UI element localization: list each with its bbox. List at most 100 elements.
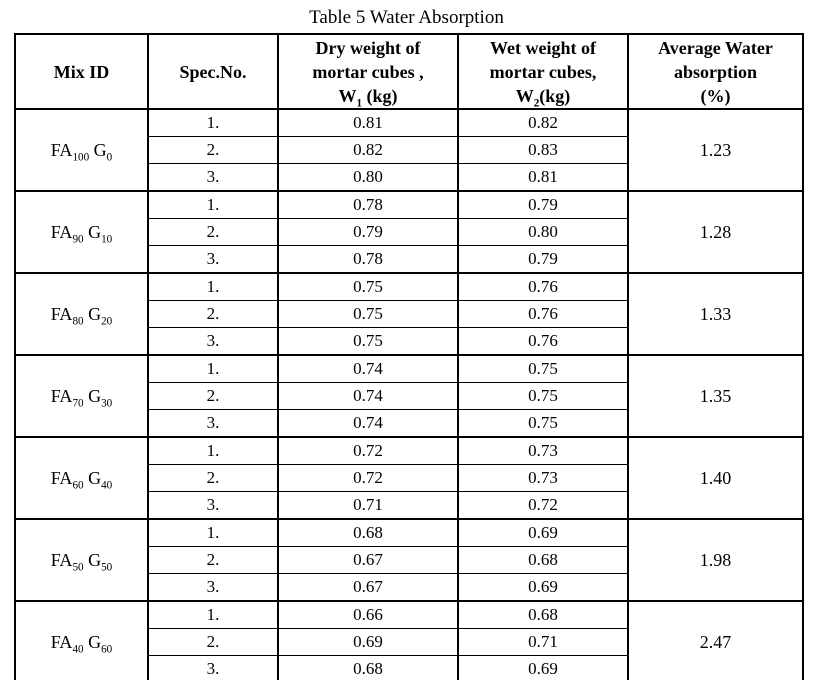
dry-weight-cell: 0.79 xyxy=(277,218,459,246)
spec-no-cell: 3. xyxy=(147,655,279,680)
header-dry-line2: mortar cubes , xyxy=(312,61,424,82)
spec-no-cell: 1. xyxy=(147,518,279,547)
dry-weight-cell: 0.66 xyxy=(277,600,459,629)
table-row: 2. 0.72 0.73 xyxy=(15,464,803,492)
table-row: 3. 0.74 0.75 xyxy=(15,409,803,438)
header-row: Mix ID Spec.No. Dry weight of mortar cub… xyxy=(14,33,804,110)
table-row: FA70 G30 1. 0.74 0.75 1.35 xyxy=(14,354,804,438)
wet-weight-cell: 0.82 xyxy=(457,108,629,137)
dry-weight-cell: 0.75 xyxy=(277,327,459,356)
wet-weight-cell: 0.72 xyxy=(457,491,629,520)
wet-weight-cell: 0.69 xyxy=(457,655,629,680)
header-wet-line1: Wet weight of xyxy=(490,37,596,58)
spec-no-cell: 3. xyxy=(147,327,279,356)
header-avg-line3: (%) xyxy=(700,85,731,106)
wet-weight-cell: 0.68 xyxy=(457,546,629,574)
avg-absorption-cell: 1.35 xyxy=(627,354,804,438)
dry-weight-cell: 0.74 xyxy=(277,409,459,438)
header-mix-id-label: Mix ID xyxy=(53,61,110,82)
spec-no-cell: 2. xyxy=(147,300,279,328)
header-spec-no-label: Spec.No. xyxy=(179,61,247,82)
table-row: FA50 G50 1. 0.68 0.69 1.98 xyxy=(14,518,804,602)
spec-no-cell: 3. xyxy=(147,409,279,438)
header-spec-no: Spec.No. xyxy=(147,33,279,110)
header-dry-line3: W1 (kg) xyxy=(338,85,398,110)
table-row: FA100 G0 1. 0.81 0.82 1.23 xyxy=(14,108,804,192)
wet-weight-cell: 0.69 xyxy=(457,518,629,547)
dry-weight-cell: 0.75 xyxy=(277,300,459,328)
table-row: 2. 0.79 0.80 xyxy=(15,218,803,246)
spec-no-cell: 2. xyxy=(147,464,279,492)
wet-weight-cell: 0.79 xyxy=(457,190,629,219)
spec-no-cell: 3. xyxy=(147,491,279,520)
header-mix-id: Mix ID xyxy=(14,33,149,110)
wet-weight-cell: 0.80 xyxy=(457,218,629,246)
spec-no-cell: 2. xyxy=(147,218,279,246)
avg-absorption-cell: 2.47 xyxy=(627,600,804,680)
header-dry-weight: Dry weight of mortar cubes , W1 (kg) xyxy=(277,33,459,110)
header-avg-line2: absorption xyxy=(673,61,758,82)
dry-weight-cell: 0.74 xyxy=(277,382,459,410)
header-wet-weight: Wet weight of mortar cubes, W2(kg) xyxy=(457,33,629,110)
table-row: FA60 G40 1. 0.72 0.73 1.40 xyxy=(14,436,804,520)
header-avg-line1: Average Water xyxy=(658,37,773,58)
mix-id-cell: FA50 G50 xyxy=(14,518,149,602)
table-row: FA80 G20 1. 0.75 0.76 1.33 xyxy=(14,272,804,356)
table-row: 3. 0.68 0.69 xyxy=(15,655,803,680)
wet-weight-cell: 0.81 xyxy=(457,163,629,192)
dry-weight-cell: 0.67 xyxy=(277,546,459,574)
spec-no-cell: 1. xyxy=(147,436,279,465)
wet-weight-cell: 0.71 xyxy=(457,628,629,656)
wet-weight-cell: 0.76 xyxy=(457,300,629,328)
dry-weight-cell: 0.74 xyxy=(277,354,459,383)
wet-weight-cell: 0.75 xyxy=(457,409,629,438)
table-row: 2. 0.75 0.76 xyxy=(15,300,803,328)
table-row: 3. 0.78 0.79 xyxy=(15,245,803,274)
wet-weight-cell: 0.83 xyxy=(457,136,629,164)
dry-weight-cell: 0.72 xyxy=(277,436,459,465)
header-wet-line3: W2(kg) xyxy=(515,85,571,110)
table-row: 3. 0.71 0.72 xyxy=(15,491,803,520)
spec-no-cell: 3. xyxy=(147,163,279,192)
avg-absorption-cell: 1.33 xyxy=(627,272,804,356)
mix-id-cell: FA100 G0 xyxy=(14,108,149,192)
dry-weight-cell: 0.78 xyxy=(277,190,459,219)
table-row: 2. 0.67 0.68 xyxy=(15,546,803,574)
mix-id-cell: FA90 G10 xyxy=(14,190,149,274)
wet-weight-cell: 0.73 xyxy=(457,464,629,492)
spec-no-cell: 2. xyxy=(147,136,279,164)
table-row: 3. 0.80 0.81 xyxy=(15,163,803,192)
header-avg-absorption: Average Water absorption (%) xyxy=(627,33,804,110)
avg-absorption-cell: 1.40 xyxy=(627,436,804,520)
wet-weight-cell: 0.76 xyxy=(457,272,629,301)
spec-no-cell: 2. xyxy=(147,546,279,574)
dry-weight-cell: 0.68 xyxy=(277,518,459,547)
spec-no-cell: 1. xyxy=(147,108,279,137)
wet-weight-cell: 0.75 xyxy=(457,354,629,383)
dry-weight-cell: 0.78 xyxy=(277,245,459,274)
dry-weight-cell: 0.68 xyxy=(277,655,459,680)
dry-weight-cell: 0.80 xyxy=(277,163,459,192)
mix-id-cell: FA40 G60 xyxy=(14,600,149,680)
table-row: 3. 0.75 0.76 xyxy=(15,327,803,356)
spec-no-cell: 1. xyxy=(147,354,279,383)
table-body: FA100 G0 1. 0.81 0.82 1.23 2. 0.82 0.83 3. 0.80 0.… xyxy=(14,108,804,680)
avg-absorption-cell: 1.98 xyxy=(627,518,804,602)
wet-weight-cell: 0.75 xyxy=(457,382,629,410)
table-row: FA40 G60 1. 0.66 0.68 2.47 xyxy=(14,600,804,680)
spec-no-cell: 1. xyxy=(147,600,279,629)
spec-no-cell: 1. xyxy=(147,190,279,219)
header-dry-line1: Dry weight of xyxy=(315,37,421,58)
wet-weight-cell: 0.79 xyxy=(457,245,629,274)
mix-id-cell: FA60 G40 xyxy=(14,436,149,520)
dry-weight-cell: 0.81 xyxy=(277,108,459,137)
dry-weight-cell: 0.75 xyxy=(277,272,459,301)
dry-weight-cell: 0.71 xyxy=(277,491,459,520)
header-wet-line2: mortar cubes, xyxy=(489,61,597,82)
table-row: 2. 0.74 0.75 xyxy=(15,382,803,410)
dry-weight-cell: 0.67 xyxy=(277,573,459,602)
mix-id-cell: FA80 G20 xyxy=(14,272,149,356)
spec-no-cell: 2. xyxy=(147,628,279,656)
table-caption: Table 5 Water Absorption xyxy=(309,7,504,28)
